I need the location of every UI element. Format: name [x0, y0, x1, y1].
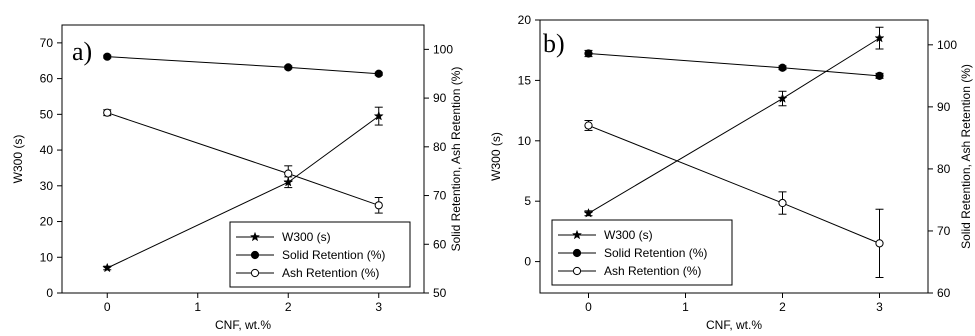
data-point — [374, 69, 383, 78]
plot-frame — [539, 19, 929, 294]
x-tick-label: 1 — [194, 300, 201, 314]
y-left-tick-label: 5 — [524, 194, 531, 208]
y-left-tick-label: 10 — [40, 250, 54, 264]
x-axis-title: CNF, wt.% — [706, 318, 762, 332]
y-right-tick-label: 50 — [433, 286, 447, 300]
plot-frame — [61, 24, 425, 294]
series-line — [107, 112, 379, 206]
y-left-axis-title: W300 (s) — [11, 135, 25, 184]
y-right-axis-title: Solid Retention, Ash Retention (%) — [449, 67, 463, 252]
panel-label: a) — [72, 37, 92, 66]
x-tick-label: 3 — [375, 300, 382, 314]
data-point — [875, 71, 884, 80]
data-point — [103, 108, 112, 117]
y-right-tick-label: 80 — [937, 162, 951, 176]
x-tick-label: 2 — [779, 300, 786, 314]
legend-marker — [572, 248, 582, 258]
legend-label: Ash Retention (%) — [604, 264, 701, 278]
data-point — [778, 63, 787, 72]
chart-panel-b: 0 1 2 3 0 5 10 15 20 60 70 80 90 100 CNF, wt.% W300 (s)… — [489, 13, 973, 332]
y-left-tick-label: 0 — [46, 286, 53, 300]
series-line — [107, 56, 379, 75]
y-right-tick-label: 60 — [433, 237, 447, 251]
data-point — [778, 198, 787, 208]
series-filled-circle — [103, 52, 383, 78]
series-star — [102, 106, 384, 273]
legend: W300 (s) Solid Retention (%) Ash Retention… — [551, 219, 733, 286]
y-right-tick-label: 100 — [937, 38, 957, 52]
data-point — [583, 207, 594, 218]
y-left-tick-label: 15 — [518, 73, 532, 87]
data-point — [875, 239, 884, 248]
y-left-axis-title: W300 (s) — [489, 132, 503, 181]
y-left-tick-label: 20 — [40, 215, 54, 229]
y-right-tick-label: 100 — [433, 42, 453, 56]
legend-marker — [250, 268, 260, 278]
y-left-tick-label: 0 — [524, 255, 531, 269]
y-left-tick-label: 10 — [518, 134, 532, 148]
x-tick-label: 0 — [104, 300, 111, 314]
series-star — [583, 26, 885, 218]
legend-marker — [250, 250, 260, 260]
x-tick-label: 3 — [876, 300, 883, 314]
legend-marker — [571, 229, 583, 240]
x-axis-title: CNF, wt.% — [215, 318, 271, 332]
series-open-circle — [584, 120, 884, 278]
data-point — [284, 169, 293, 178]
data-point — [103, 52, 112, 61]
panel-label: b) — [543, 29, 565, 58]
series-line — [588, 53, 880, 77]
y-right-axis-title: Solid Retention, Ash Retention (%) — [959, 64, 973, 249]
legend-label: W300 (s) — [604, 228, 653, 242]
y-right-tick-label: 80 — [433, 140, 447, 154]
y-left-tick-label: 20 — [518, 13, 532, 27]
legend-label: Ash Retention (%) — [282, 266, 379, 280]
data-point — [874, 32, 885, 43]
legend: W300 (s) Solid Retention (%) Ash Retention… — [229, 221, 411, 288]
x-tick-label: 2 — [285, 300, 292, 314]
y-left-tick-label: 70 — [40, 36, 54, 50]
y-left-tick-label: 50 — [40, 107, 54, 121]
data-point — [777, 93, 788, 103]
legend-marker — [249, 231, 261, 242]
y-left-tick-label: 60 — [40, 72, 54, 86]
data-point — [284, 63, 293, 72]
data-point — [374, 201, 383, 210]
series-open-circle — [103, 108, 383, 214]
data-point — [584, 49, 593, 58]
y-left-tick-label: 40 — [40, 143, 54, 157]
y-right-tick-label: 90 — [433, 91, 447, 105]
y-left-tick-label: 30 — [40, 179, 54, 193]
series-filled-circle — [584, 49, 884, 80]
data-point — [584, 121, 593, 130]
y-right-tick-label: 60 — [937, 286, 951, 300]
y-right-tick-label: 70 — [937, 224, 951, 238]
x-tick-label: 1 — [682, 300, 689, 314]
legend-marker — [572, 266, 582, 276]
legend-label: Solid Retention (%) — [604, 246, 707, 260]
y-right-tick-label: 70 — [433, 189, 447, 203]
legend-label: W300 (s) — [282, 230, 331, 244]
data-point — [373, 110, 384, 121]
y-right-tick-label: 90 — [937, 100, 951, 114]
legend-label: Solid Retention (%) — [282, 248, 385, 262]
data-point — [102, 262, 113, 273]
x-tick-label: 0 — [585, 300, 592, 314]
